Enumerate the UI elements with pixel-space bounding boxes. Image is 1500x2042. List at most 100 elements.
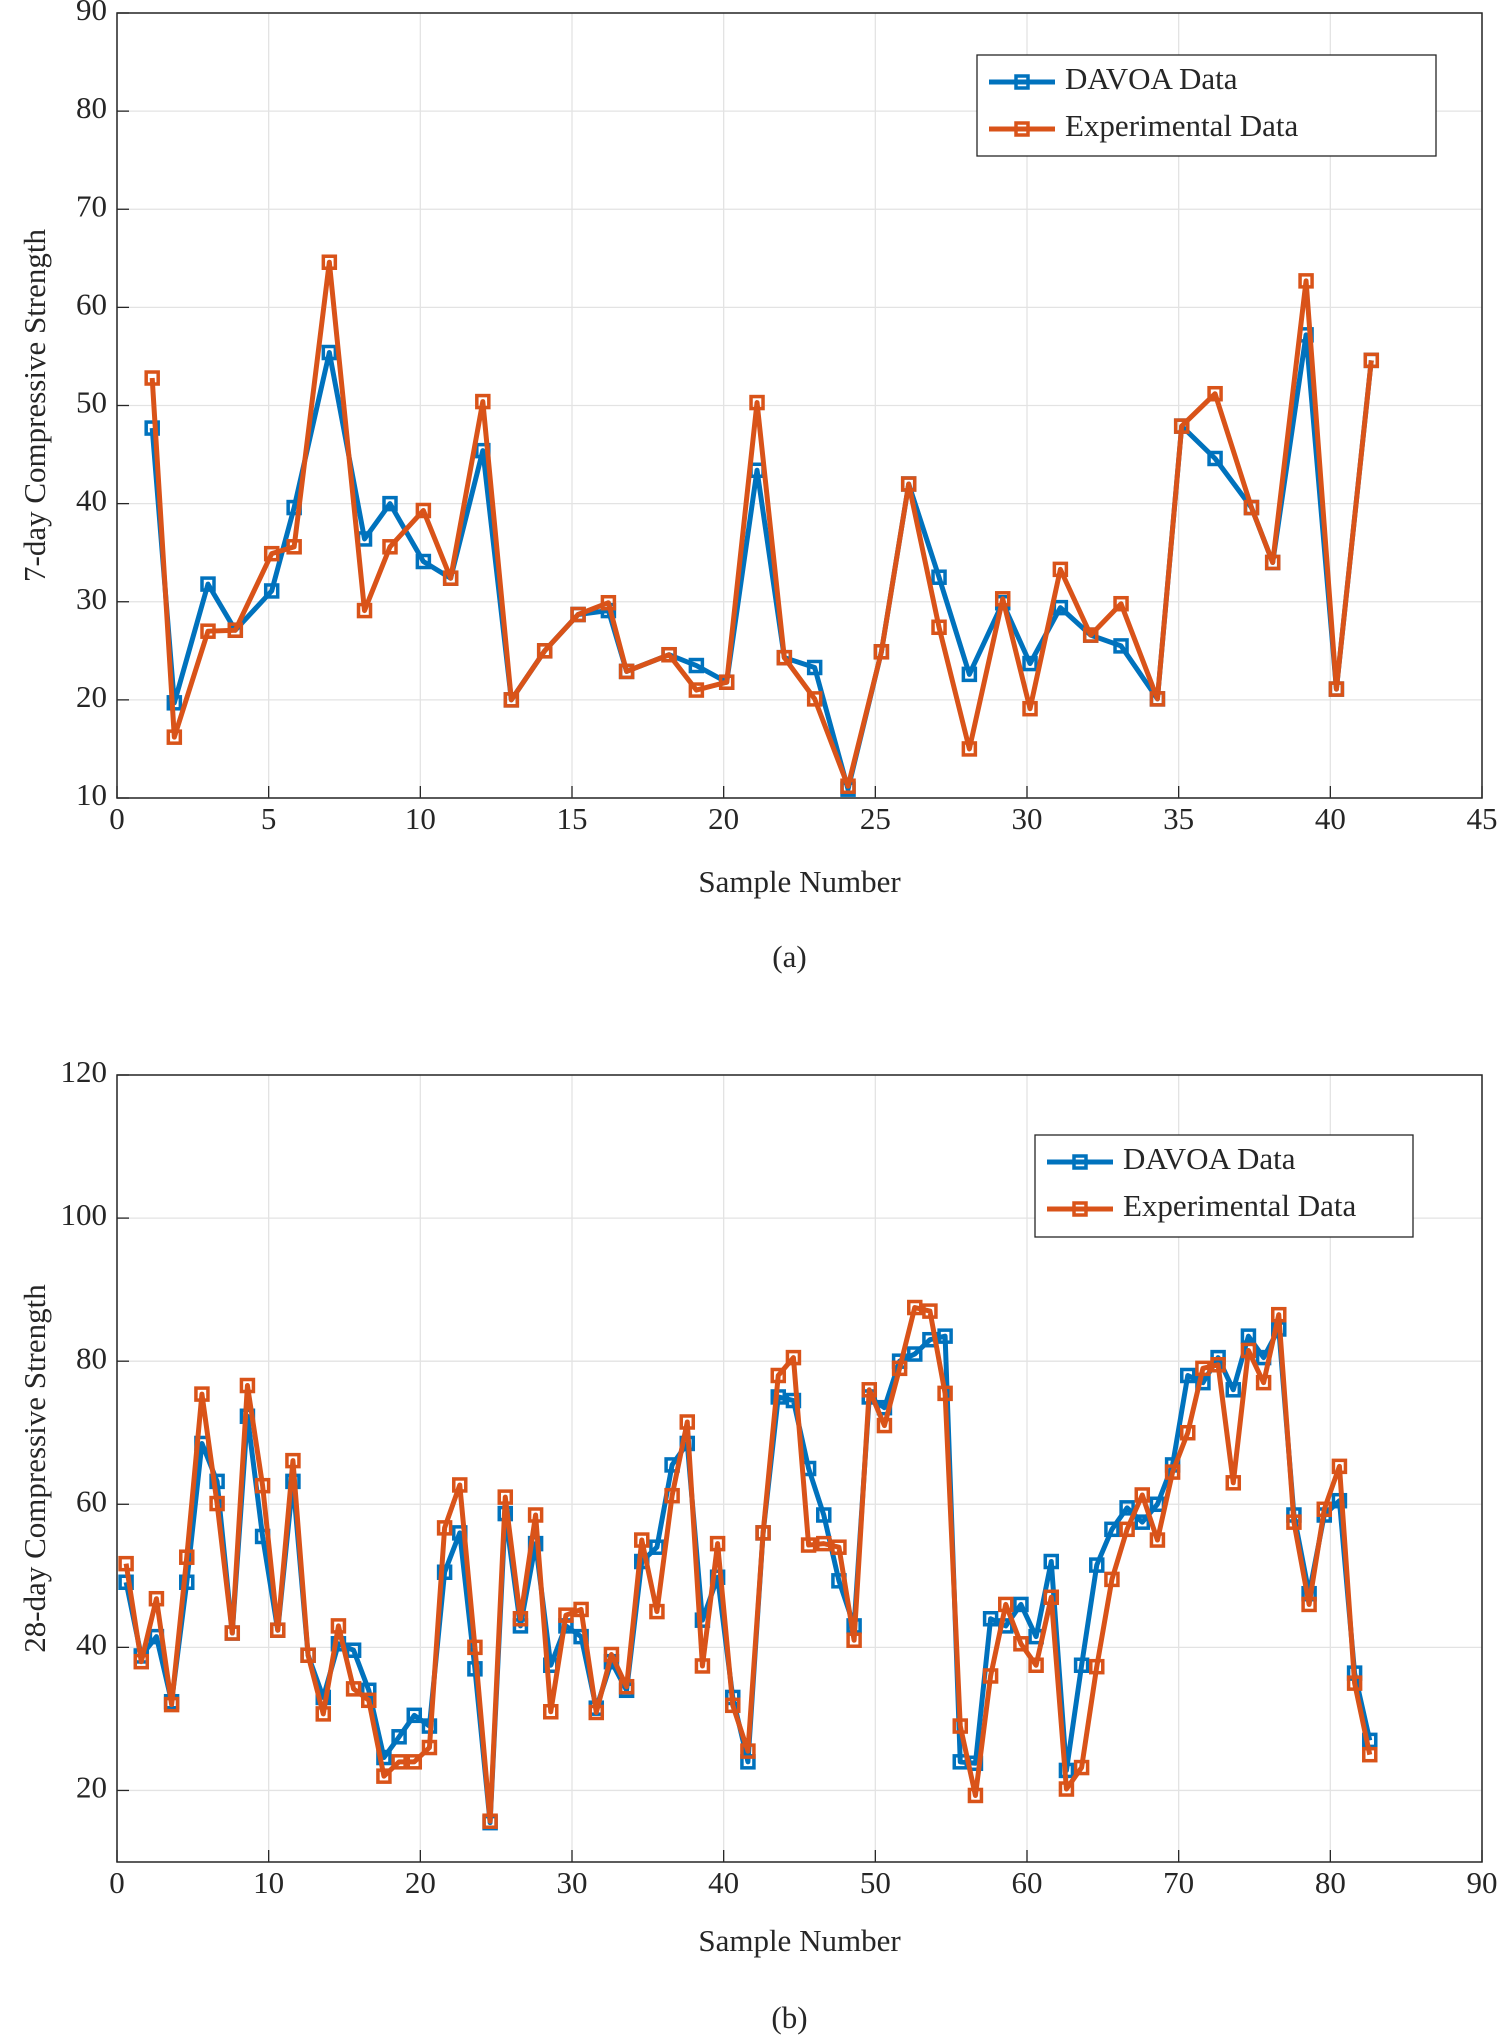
data-point [1225,1475,1242,1491]
data-point [679,1414,696,1430]
data-point [1328,681,1345,697]
y-tick-label: 120 [61,1054,108,1089]
data-point [1052,561,1069,578]
data-point [382,495,398,512]
data-point [421,1739,438,1756]
data-point [861,1382,878,1398]
data-point [1119,1521,1135,1538]
data-point [785,1392,802,1409]
x-tick-label: 20 [708,801,739,836]
data-point [1298,273,1314,289]
data-point [634,1532,650,1548]
data-point [998,1596,1014,1613]
data-point [452,1477,468,1493]
caption: (a) [772,939,806,974]
data-point [907,1346,923,1362]
data-point [391,1729,407,1745]
data-point [961,741,978,757]
data-point [1113,595,1129,612]
data-point [475,393,491,410]
y-tick-label: 40 [76,1626,107,1661]
y-tick-label: 60 [76,286,107,321]
data-point [937,1328,953,1344]
y-axis-label: 28-day Compressive Strength [17,1284,52,1653]
data-point [1104,1521,1120,1538]
x-tick-label: 0 [109,1865,125,1900]
data-point [800,1537,817,1553]
data-point [1073,1759,1090,1776]
data-point [1089,1658,1105,1675]
data-point [1180,1424,1196,1441]
data-point [1240,1342,1257,1359]
data-point [961,666,978,683]
data-point [239,1377,256,1394]
data-point [694,1658,711,1674]
data-point [527,1507,544,1523]
x-tick-label: 10 [253,1865,284,1900]
y-tick-label: 20 [76,679,107,714]
data-point [840,778,856,794]
data-point [618,663,635,680]
y-tick-label: 80 [76,90,107,125]
y-tick-label: 80 [76,1340,107,1375]
data-point [994,591,1011,607]
data-point [503,692,520,708]
legend-marker [1072,1154,1088,1170]
data-point [770,1367,787,1384]
data-point [816,1507,832,1523]
legend-marker [1014,74,1030,90]
y-tick-label: 100 [61,1197,108,1232]
data-point [982,1610,999,1627]
data-point [982,1668,999,1684]
data-point [148,1590,165,1607]
legend-marker [1072,1201,1088,1217]
data-point [391,1754,407,1770]
data-point [194,1386,210,1402]
data-point [806,659,823,676]
legend-label: DAVOA Data [1065,61,1238,96]
data-point [588,1704,605,1721]
data-point [900,476,917,492]
data-point [755,1525,771,1541]
chart: 0 10 20 30 40 50 60 70 80 90 20 40 60 80 100 120 Sample … [17,1054,1497,2035]
data-point [200,576,216,592]
data-point [144,420,160,436]
data-point [321,254,338,270]
data-point [1255,1374,1272,1391]
data-point [209,1495,225,1512]
data-point [1164,1464,1181,1480]
data-point [1301,1596,1317,1613]
data-point [931,619,947,636]
data-point [600,594,617,611]
data-point [831,1539,847,1555]
x-tick-label: 35 [1163,801,1194,836]
y-tick-label: 20 [76,1770,107,1805]
caption: (b) [771,2000,807,2035]
x-tick-label: 15 [557,801,588,836]
chart: 0 5 10 15 20 25 30 35 40 45 10 20 30 40 50 60 70 80 90 Samp… [17,0,1497,974]
data-point [1149,691,1166,707]
x-tick-label: 60 [1012,1865,1043,1900]
data-point [740,1743,756,1759]
data-point [785,1349,802,1366]
data-point [1104,1571,1120,1588]
data-point [361,1692,377,1709]
x-tick-label: 80 [1315,1865,1346,1900]
data-point [570,606,586,623]
data-point [376,1768,392,1784]
data-point [285,1452,301,1469]
data-point [330,1618,347,1634]
data-point [1225,1382,1242,1398]
data-point [166,729,183,745]
data-point [603,1646,620,1663]
x-tick-label: 25 [860,801,891,836]
data-point [1134,1514,1151,1530]
data-point [382,539,398,555]
data-point [300,1647,316,1663]
data-point [345,1681,362,1697]
data-point [1362,1746,1378,1763]
data-point [315,1706,332,1722]
y-tick-label: 70 [76,188,107,223]
data-point [1243,499,1260,516]
data-point [1207,450,1223,467]
